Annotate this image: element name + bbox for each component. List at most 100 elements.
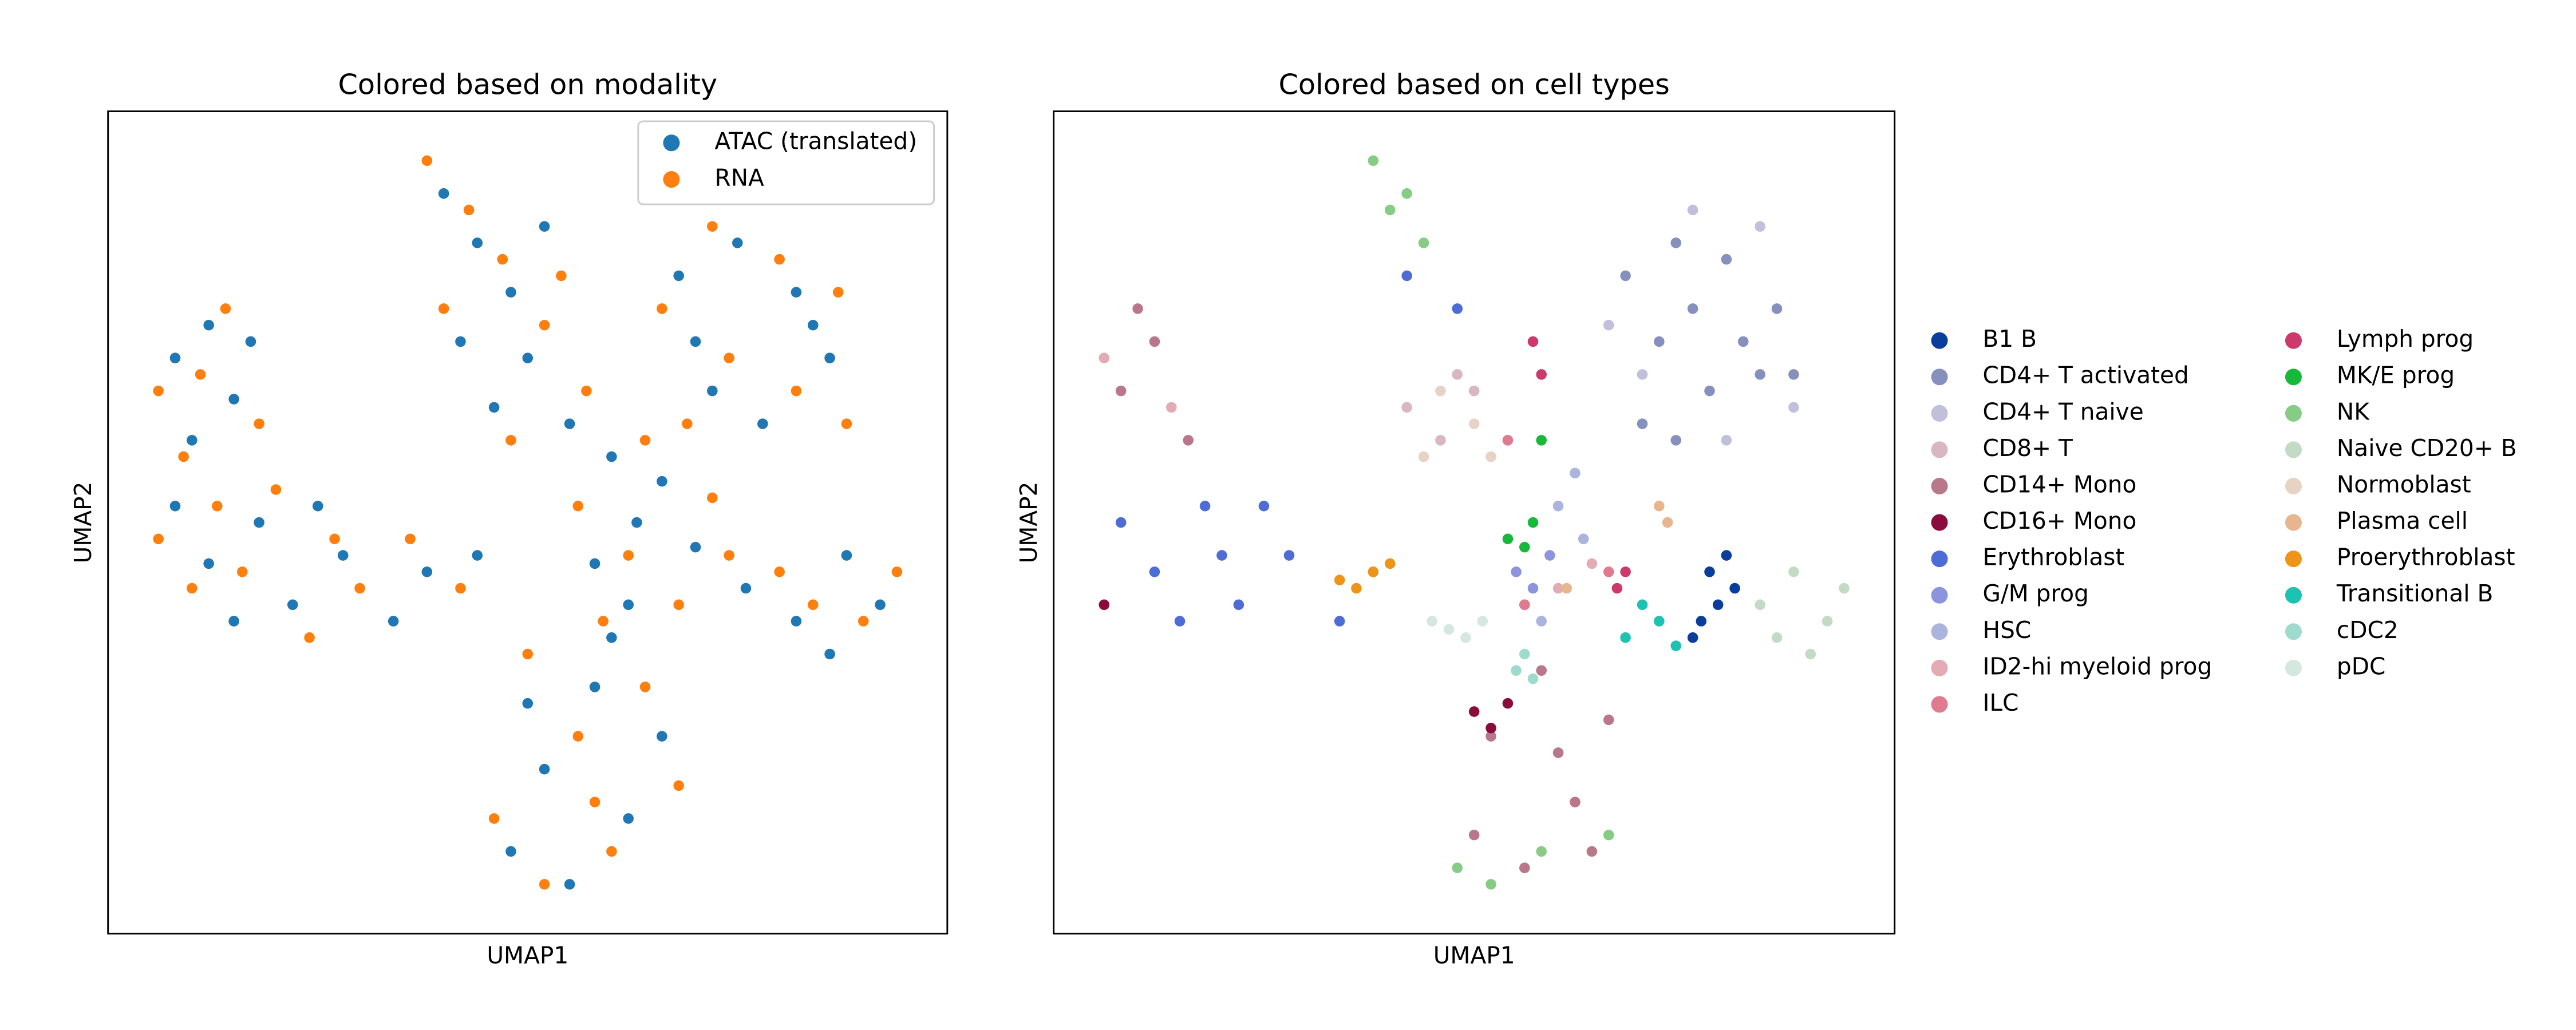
point [455, 336, 466, 347]
legend-marker [1931, 696, 1948, 713]
legend-label: Erythroblast [1983, 544, 2125, 571]
point [707, 385, 718, 397]
point [791, 385, 802, 397]
point [572, 731, 584, 742]
point [774, 566, 785, 577]
legend-label: Proerythroblast [2337, 544, 2515, 571]
point [1662, 517, 1673, 528]
point [228, 616, 239, 627]
point [1603, 319, 1614, 331]
legend-label: Normoblast [2337, 470, 2471, 498]
point [472, 550, 483, 561]
legend-marker [1931, 514, 1948, 531]
y-axis-label: UMAP2 [69, 482, 97, 564]
point [1468, 706, 1480, 717]
point [807, 599, 819, 611]
point [1216, 550, 1227, 561]
point [564, 879, 575, 890]
legend-label: NK [2337, 398, 2370, 425]
point [631, 517, 642, 528]
point [1527, 336, 1539, 347]
point [1384, 204, 1396, 216]
point [1502, 435, 1514, 446]
point [581, 385, 592, 397]
point [1418, 451, 1429, 462]
point [724, 550, 734, 561]
point [539, 319, 550, 331]
point [245, 336, 256, 347]
point [497, 253, 508, 265]
point [1552, 583, 1564, 594]
point [1452, 369, 1463, 380]
point [1839, 583, 1850, 594]
point [832, 287, 844, 298]
point [740, 583, 752, 594]
point [1704, 566, 1715, 577]
point [312, 501, 323, 512]
point [564, 418, 575, 429]
point [1603, 714, 1614, 726]
point [187, 435, 197, 446]
point [673, 270, 684, 282]
point [1468, 385, 1480, 397]
point [1258, 501, 1270, 512]
legend-label: CD14+ Mono [1983, 470, 2137, 498]
point [1552, 501, 1564, 512]
point [1435, 435, 1446, 446]
point [1485, 451, 1496, 462]
point [1485, 731, 1496, 742]
x-axis-label: UMAP1 [487, 941, 568, 969]
point [657, 303, 667, 314]
y-axis-label: UMAP2 [1015, 482, 1042, 564]
point [329, 533, 340, 545]
legend-label: G/M prog [1983, 580, 2089, 607]
point [254, 517, 264, 528]
point [1519, 599, 1530, 611]
point [169, 501, 181, 512]
point [455, 583, 466, 594]
point [488, 813, 500, 824]
legend-marker [2285, 550, 2302, 568]
legend: B1 B CD4+ T activated CD4+ T naive CD8+ T CD… [1931, 325, 2517, 716]
legend-marker [1931, 477, 1948, 494]
point [337, 550, 349, 561]
point [589, 558, 600, 569]
point [1099, 599, 1110, 611]
point [1570, 468, 1581, 479]
point [522, 648, 534, 660]
point [287, 599, 298, 611]
point [1755, 599, 1765, 611]
point [1637, 418, 1648, 429]
legend-label: Plasma cell [2337, 507, 2468, 534]
point [1637, 599, 1648, 611]
point [237, 566, 248, 577]
legend-label: pDC [2337, 652, 2385, 680]
point [421, 566, 433, 577]
point [1620, 566, 1631, 577]
legend-label: MK/E prog [2337, 362, 2455, 389]
point [1502, 698, 1514, 709]
plot-frame [107, 110, 949, 935]
legend-marker [1931, 659, 1948, 676]
point [1654, 616, 1665, 627]
point [522, 352, 534, 363]
point [1603, 566, 1614, 577]
point [1351, 583, 1362, 594]
point [1712, 599, 1724, 611]
point [254, 418, 264, 429]
point [1788, 566, 1799, 577]
point [1704, 385, 1715, 397]
point [1183, 435, 1194, 446]
point [405, 533, 416, 545]
point [1611, 583, 1623, 594]
legend-label: CD4+ T naive [1983, 398, 2144, 425]
point [153, 385, 164, 397]
point [1788, 402, 1799, 413]
point [724, 352, 734, 363]
point [178, 451, 189, 462]
legend-marker [1931, 332, 1948, 349]
point [228, 394, 239, 405]
point [1755, 221, 1765, 232]
point [505, 287, 516, 298]
point [682, 418, 693, 429]
